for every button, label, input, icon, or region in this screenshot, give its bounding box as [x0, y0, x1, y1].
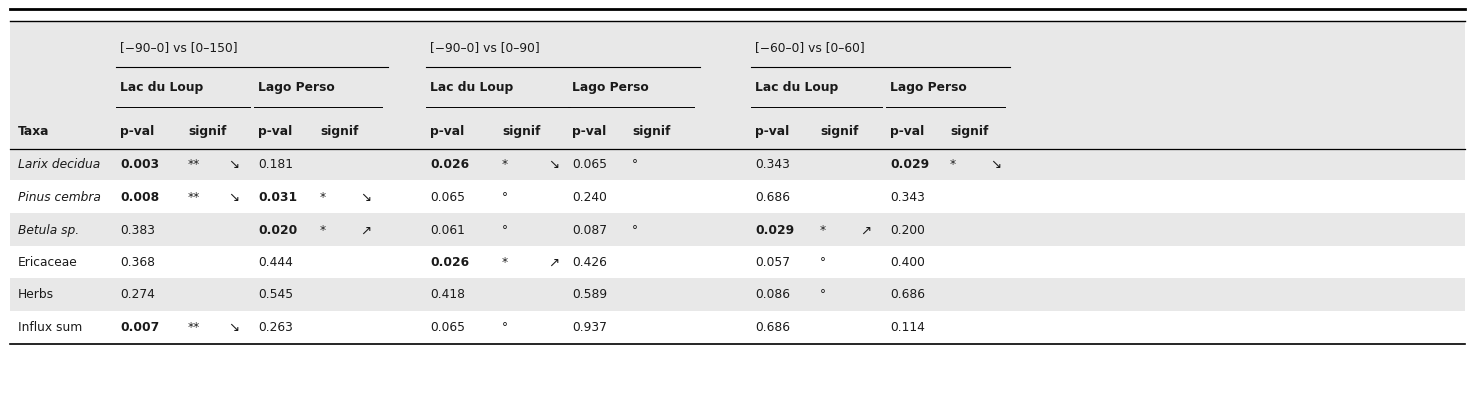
Text: °: °: [502, 191, 507, 204]
Text: *: *: [950, 158, 956, 171]
Text: 0.029: 0.029: [889, 158, 929, 171]
Text: p-val: p-val: [119, 125, 155, 138]
Text: 0.031: 0.031: [258, 191, 296, 204]
Text: °: °: [820, 288, 826, 301]
Text: [−90–0] vs [0–150]: [−90–0] vs [0–150]: [119, 41, 237, 54]
Text: 0.065: 0.065: [572, 158, 608, 171]
Bar: [10, 213, 1465, 246]
Text: ↗: ↗: [860, 224, 872, 237]
Text: p-val: p-val: [572, 125, 606, 138]
Text: signif: signif: [187, 125, 226, 138]
Text: 0.426: 0.426: [572, 256, 606, 269]
Bar: [10, 278, 1465, 311]
Bar: [10, 150, 1465, 180]
Text: ↗: ↗: [549, 256, 559, 269]
Text: ↘: ↘: [549, 158, 559, 171]
Text: 0.937: 0.937: [572, 321, 606, 334]
Text: 0.200: 0.200: [889, 224, 925, 237]
Text: Betula sp.: Betula sp.: [18, 224, 80, 237]
Text: °: °: [631, 158, 639, 171]
Text: 0.383: 0.383: [119, 224, 155, 237]
Text: signif: signif: [631, 125, 670, 138]
Text: ↘: ↘: [229, 158, 239, 171]
Text: 0.545: 0.545: [258, 288, 294, 301]
Text: 0.026: 0.026: [431, 256, 469, 269]
Text: 0.065: 0.065: [431, 321, 465, 334]
Text: 0.065: 0.065: [431, 191, 465, 204]
Text: *: *: [820, 224, 826, 237]
Text: 0.087: 0.087: [572, 224, 608, 237]
Text: Ericaceae: Ericaceae: [18, 256, 78, 269]
Text: Taxa: Taxa: [18, 125, 50, 138]
Text: ↗: ↗: [360, 224, 372, 237]
Text: 0.240: 0.240: [572, 191, 606, 204]
Text: *: *: [320, 191, 326, 204]
Text: 0.181: 0.181: [258, 158, 294, 171]
Text: 0.400: 0.400: [889, 256, 925, 269]
Text: Lago Perso: Lago Perso: [258, 81, 335, 94]
Text: **: **: [187, 191, 201, 204]
Bar: [10, 22, 1465, 150]
Text: ↘: ↘: [229, 191, 239, 204]
Text: 0.008: 0.008: [119, 191, 159, 204]
Text: Herbs: Herbs: [18, 288, 55, 301]
Text: p-val: p-val: [431, 125, 465, 138]
Text: [−60–0] vs [0–60]: [−60–0] vs [0–60]: [755, 41, 864, 54]
Text: [−90–0] vs [0–90]: [−90–0] vs [0–90]: [431, 41, 540, 54]
Text: Lac du Loup: Lac du Loup: [431, 81, 513, 94]
Text: Lago Perso: Lago Perso: [889, 81, 966, 94]
Text: 0.343: 0.343: [889, 191, 925, 204]
Bar: [10, 311, 1465, 344]
Text: **: **: [187, 158, 201, 171]
Text: Pinus cembra: Pinus cembra: [18, 191, 100, 204]
Text: signif: signif: [950, 125, 988, 138]
Text: 0.686: 0.686: [755, 321, 791, 334]
Text: 0.003: 0.003: [119, 158, 159, 171]
Text: 0.343: 0.343: [755, 158, 791, 171]
Text: Lac du Loup: Lac du Loup: [755, 81, 838, 94]
Text: ↘: ↘: [229, 321, 239, 334]
Text: °: °: [631, 224, 639, 237]
Text: 0.114: 0.114: [889, 321, 925, 334]
Text: 0.263: 0.263: [258, 321, 294, 334]
Bar: [10, 180, 1465, 213]
Text: 0.686: 0.686: [755, 191, 791, 204]
Text: °: °: [820, 256, 826, 269]
Text: signif: signif: [820, 125, 858, 138]
Text: p-val: p-val: [755, 125, 789, 138]
Text: p-val: p-val: [258, 125, 292, 138]
Text: 0.418: 0.418: [431, 288, 465, 301]
Text: signif: signif: [502, 125, 540, 138]
Text: 0.444: 0.444: [258, 256, 294, 269]
Text: Lago Perso: Lago Perso: [572, 81, 649, 94]
Text: Larix decidua: Larix decidua: [18, 158, 100, 171]
Text: **: **: [187, 321, 201, 334]
Text: ↘: ↘: [990, 158, 1002, 171]
Text: 0.368: 0.368: [119, 256, 155, 269]
Text: ↘: ↘: [360, 191, 372, 204]
Text: Lac du Loup: Lac du Loup: [119, 81, 204, 94]
Text: 0.026: 0.026: [431, 158, 469, 171]
Text: 0.020: 0.020: [258, 224, 298, 237]
Text: 0.274: 0.274: [119, 288, 155, 301]
Text: 0.589: 0.589: [572, 288, 608, 301]
Text: 0.057: 0.057: [755, 256, 791, 269]
Text: *: *: [502, 158, 507, 171]
Text: *: *: [502, 256, 507, 269]
Text: 0.061: 0.061: [431, 224, 465, 237]
Text: 0.086: 0.086: [755, 288, 791, 301]
Text: 0.007: 0.007: [119, 321, 159, 334]
Text: °: °: [502, 321, 507, 334]
Text: °: °: [502, 224, 507, 237]
Bar: [10, 246, 1465, 278]
Text: *: *: [320, 224, 326, 237]
Text: p-val: p-val: [889, 125, 925, 138]
Text: 0.029: 0.029: [755, 224, 794, 237]
Text: 0.686: 0.686: [889, 288, 925, 301]
Text: signif: signif: [320, 125, 358, 138]
Text: Influx sum: Influx sum: [18, 321, 83, 334]
